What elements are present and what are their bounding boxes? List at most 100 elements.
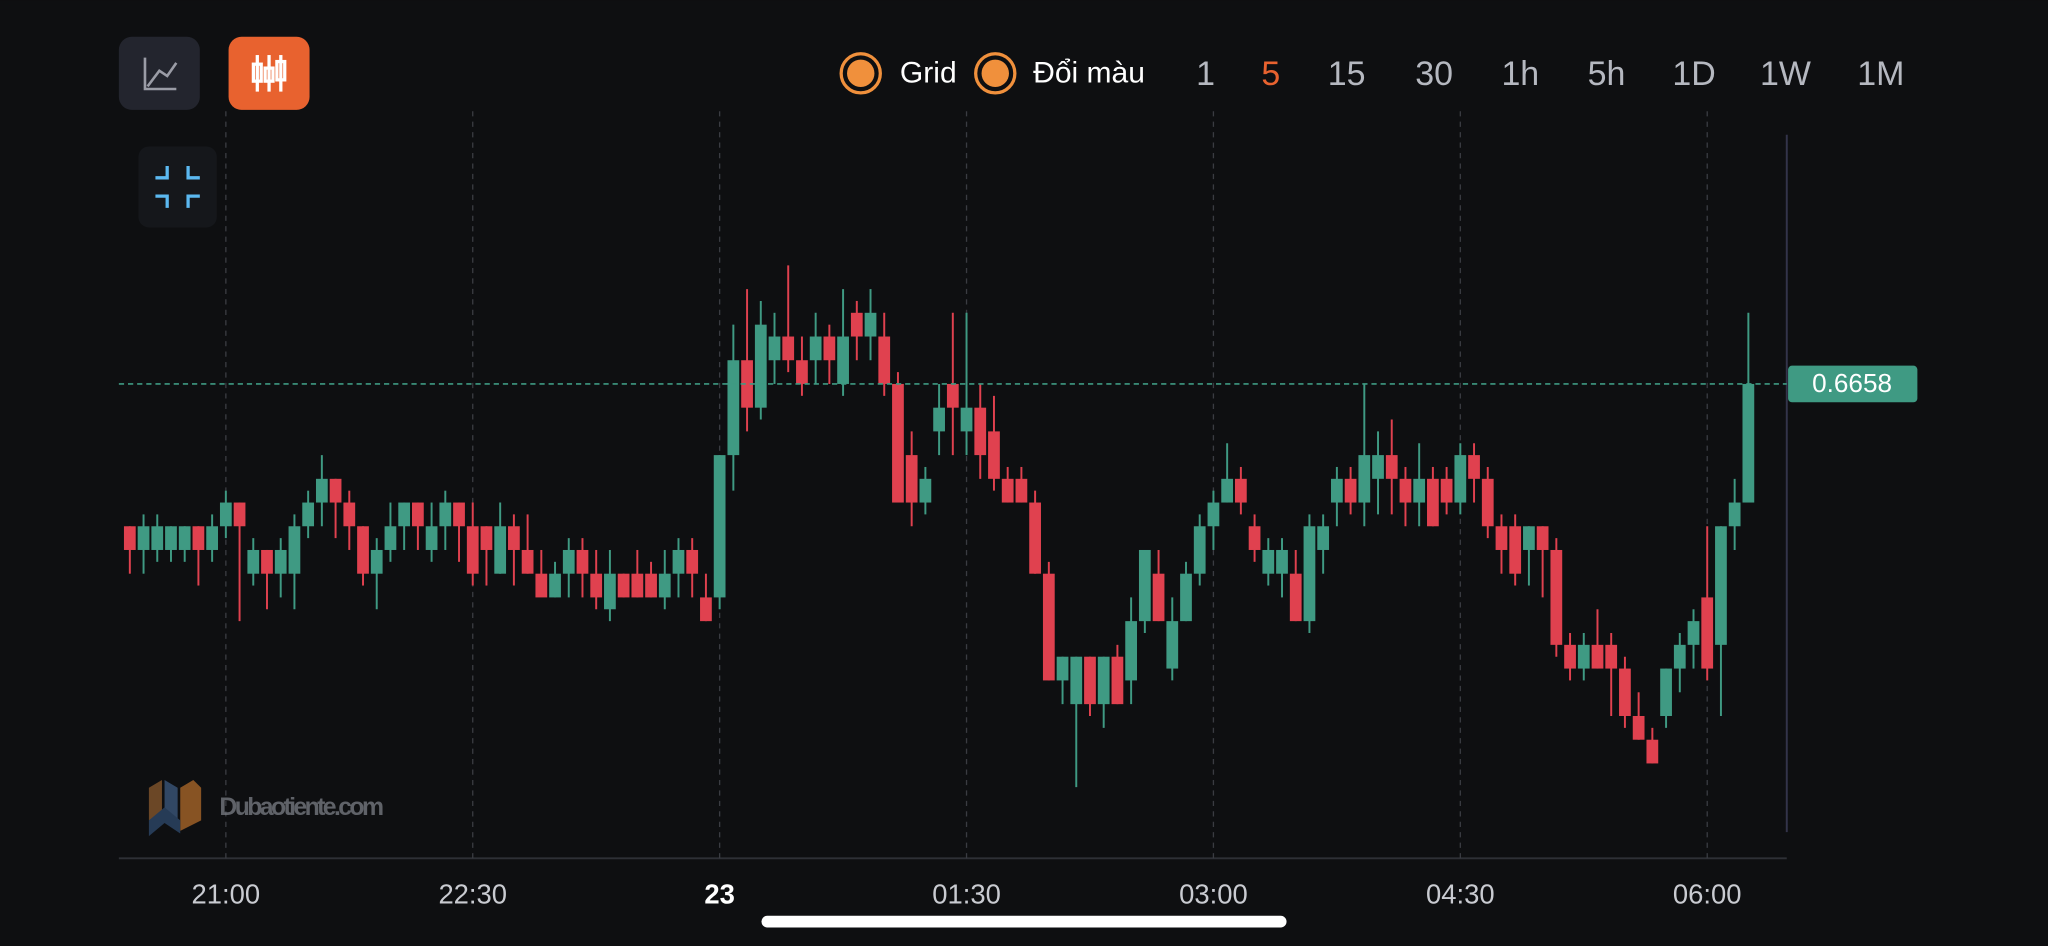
candle-body xyxy=(645,573,657,598)
candle-body xyxy=(576,549,589,574)
candle-body xyxy=(754,324,767,408)
toggle-dot xyxy=(981,59,1009,88)
candle-body xyxy=(192,526,205,550)
toggle[interactable]: Grid xyxy=(839,52,957,95)
candle-body xyxy=(247,549,260,574)
candle-body xyxy=(398,502,411,527)
timeframe-option[interactable]: 1D xyxy=(1672,55,1715,93)
candle-body xyxy=(1673,644,1686,669)
candle-body xyxy=(1001,478,1014,503)
candle-body xyxy=(946,383,959,408)
candle-body xyxy=(1234,478,1247,503)
candle-body xyxy=(604,573,616,610)
candle-body xyxy=(1056,656,1069,681)
watermark-text: Dubaotiente.com xyxy=(219,794,384,821)
candle-body xyxy=(151,526,164,550)
timeframe-option[interactable]: 1W xyxy=(1760,55,1811,93)
candle-body xyxy=(727,360,740,456)
logo-part xyxy=(180,779,202,831)
candle-body xyxy=(1262,549,1275,574)
timeframe-option[interactable]: 1M xyxy=(1857,55,1904,93)
logo-part xyxy=(148,807,181,837)
candle-body xyxy=(1070,656,1083,705)
timeframe-option[interactable]: 30 xyxy=(1415,55,1453,93)
candle-body xyxy=(1111,656,1124,705)
candle-body xyxy=(274,549,287,574)
candle-body xyxy=(782,336,795,361)
candle-body xyxy=(302,502,315,527)
timeframe-option[interactable]: 5h xyxy=(1588,55,1626,93)
timeframe-option[interactable]: 5 xyxy=(1261,55,1280,93)
candle-body xyxy=(219,502,232,527)
candle-body xyxy=(1687,621,1700,645)
candle-body xyxy=(1372,455,1384,479)
candle-body xyxy=(1577,644,1590,669)
x-tick-label: 01:30 xyxy=(932,878,1001,909)
candle-body xyxy=(1564,644,1576,669)
toggle[interactable]: Đổi màu xyxy=(974,52,1145,95)
candle-body xyxy=(1317,526,1330,550)
candle-body xyxy=(823,336,836,361)
candle-body xyxy=(1152,573,1165,622)
last-price-label: 0.6658 xyxy=(1812,368,1892,398)
candle-body xyxy=(439,502,452,527)
candle-body xyxy=(1042,573,1055,681)
candle-body xyxy=(1303,526,1316,622)
candle-body xyxy=(741,360,753,408)
candle-body xyxy=(1385,455,1398,479)
candle-body xyxy=(974,407,987,456)
candle-body xyxy=(137,526,150,550)
candle-body xyxy=(960,407,973,432)
candle-body xyxy=(1084,656,1096,705)
candle-body xyxy=(1399,478,1412,503)
candle-body xyxy=(315,478,328,503)
candle-body xyxy=(1193,526,1206,574)
candle-body xyxy=(411,502,424,527)
candle-body xyxy=(1097,656,1110,705)
candle-body xyxy=(1166,621,1179,669)
collapse-button[interactable] xyxy=(138,146,217,228)
candle-body xyxy=(1715,526,1727,645)
candle-body xyxy=(480,526,493,550)
x-tick-label: 21:00 xyxy=(192,878,261,909)
logo-part xyxy=(148,779,162,821)
candle-body xyxy=(1138,549,1151,622)
candle-body xyxy=(892,383,904,503)
timeframe-option[interactable]: 1 xyxy=(1196,55,1215,93)
candle-body xyxy=(1358,455,1371,503)
candle-body xyxy=(1180,573,1192,622)
candle-body xyxy=(686,549,699,574)
candle-body xyxy=(562,549,575,574)
line-chart-button[interactable] xyxy=(118,36,200,110)
candle-body xyxy=(233,502,246,527)
button-bg xyxy=(118,36,200,110)
candle-body xyxy=(919,478,932,503)
candle-body xyxy=(1276,549,1288,574)
candle-body xyxy=(933,407,945,432)
candle-chart-button[interactable] xyxy=(228,36,310,110)
candle-body xyxy=(1523,526,1535,550)
candle-body xyxy=(1742,383,1755,503)
candle-body xyxy=(1440,478,1453,503)
candle-body xyxy=(494,526,507,574)
candle-body xyxy=(384,526,397,550)
candle-body xyxy=(1646,739,1659,764)
candle-body xyxy=(508,526,520,550)
candle-body xyxy=(713,455,726,598)
candle-body xyxy=(905,455,918,503)
candle-body xyxy=(1468,455,1480,479)
candle-body xyxy=(768,336,781,361)
candle-body xyxy=(1536,526,1549,550)
candle-body xyxy=(370,549,383,574)
timeframe-option[interactable]: 15 xyxy=(1328,55,1366,93)
x-tick-label: 04:30 xyxy=(1426,878,1495,909)
toggle-ring xyxy=(974,52,1017,95)
candle-body xyxy=(1701,597,1714,669)
candle-body xyxy=(288,526,301,574)
plot-area: 21:00 22:30 23 01:30 03:00 04:30 06:00 0.6658 xyxy=(118,111,1918,909)
candle-body xyxy=(206,526,219,550)
timeframe-option[interactable]: 1h xyxy=(1501,55,1539,93)
candle-body xyxy=(453,502,465,527)
candle-body xyxy=(178,526,191,550)
